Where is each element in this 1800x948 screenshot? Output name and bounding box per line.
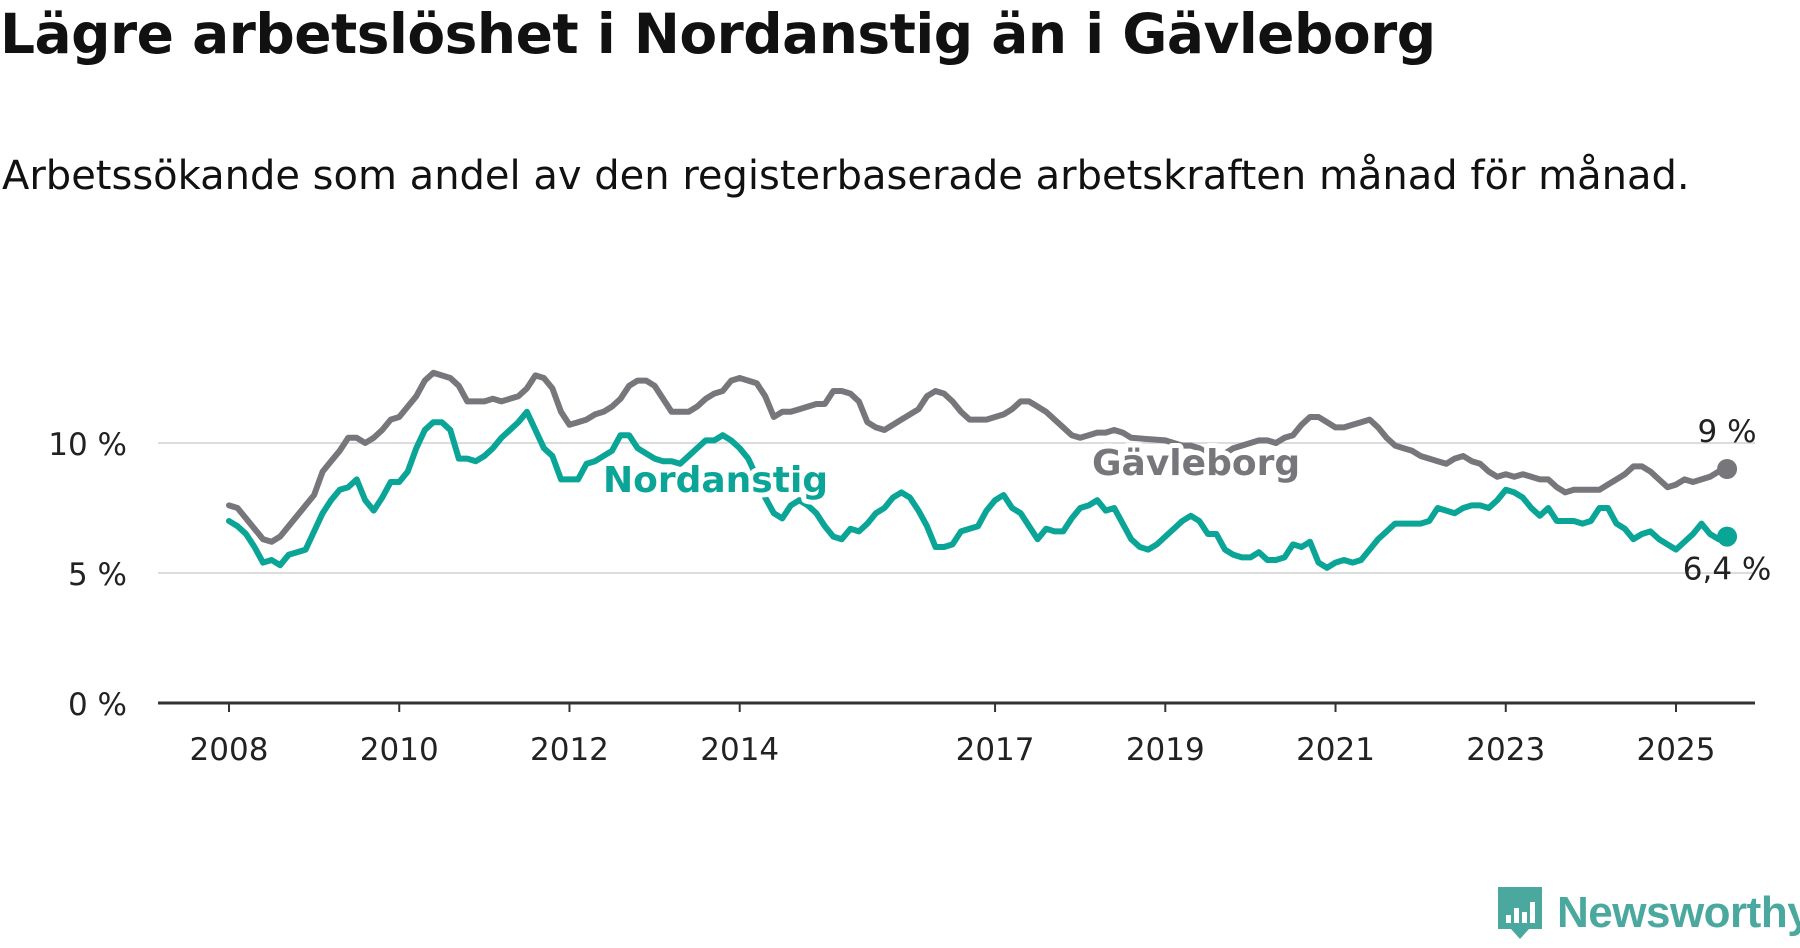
series-label: Nordanstig	[603, 460, 828, 501]
x-tick-label: 2019	[1126, 732, 1205, 768]
y-tick-label: 0 %	[68, 687, 127, 723]
x-tick-label: 2025	[1637, 732, 1716, 768]
x-tick-label: 2010	[360, 732, 439, 768]
y-tick-label: 5 %	[68, 557, 127, 593]
x-tick-label: 2012	[530, 732, 609, 768]
axes: 0 % 5 % 10 % 2008 2010 2012 2014 2017 2019 2021 20…	[48, 427, 1755, 768]
x-tick-label: 2008	[190, 732, 269, 768]
x-tick-label: 2014	[700, 732, 779, 768]
bar-chart-speech-bubble-icon	[1498, 887, 1542, 939]
x-tick-label: 2017	[956, 732, 1035, 768]
y-tick-label: 10 %	[48, 427, 127, 463]
chart-subtitle: Arbetssökande som andel av den registerb…	[2, 153, 1690, 199]
series-line-nordanstig	[226, 408, 1731, 571]
series-label: Gävleborg	[1092, 443, 1300, 484]
series-labels: 9 % Gävleborg 6,4 % Nordanstig	[598, 414, 1772, 588]
series-lines	[226, 369, 1738, 571]
series-line-gävleborg	[226, 369, 1731, 545]
x-tick-label: 2023	[1466, 732, 1545, 768]
end-value-label: 9 %	[1698, 414, 1757, 450]
grid-lines	[158, 442, 1755, 574]
newsworthy-logo: Newsworthy	[1495, 884, 1800, 942]
end-value-label: 6,4 %	[1683, 552, 1772, 588]
brand-name: Newsworthy	[1557, 888, 1800, 937]
series-end-point	[1717, 526, 1738, 547]
series-end-point	[1717, 459, 1738, 479]
x-tick-label: 2021	[1296, 732, 1375, 768]
chart-title: Lägre arbetslöshet i Nordanstig än i Gäv…	[0, 2, 1436, 66]
